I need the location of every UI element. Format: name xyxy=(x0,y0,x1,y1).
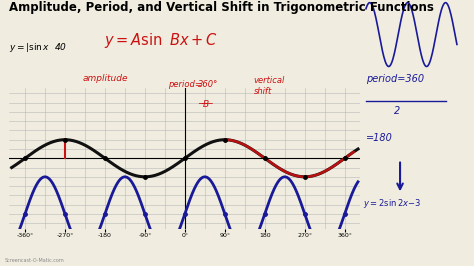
Text: vertical
shift: vertical shift xyxy=(254,76,285,96)
Text: $y = |\sin x$  40: $y = |\sin x$ 40 xyxy=(9,41,67,54)
Text: Amplitude, Period, and Vertical Shift in Trigonometric Functions: Amplitude, Period, and Vertical Shift in… xyxy=(9,1,434,14)
Text: ___: ___ xyxy=(198,94,213,105)
Text: Screencast-O-Matic.com: Screencast-O-Matic.com xyxy=(5,258,64,263)
Text: period=: period= xyxy=(168,80,202,89)
Text: $y = A\sin\ Bx + C$: $y = A\sin\ Bx + C$ xyxy=(104,31,218,49)
Text: $y=2\sin 2x\!-\!3$: $y=2\sin 2x\!-\!3$ xyxy=(363,197,421,210)
Text: period=360: period=360 xyxy=(366,74,424,85)
Text: amplitude: amplitude xyxy=(83,74,128,84)
Text: =180: =180 xyxy=(366,133,393,143)
Text: 360°: 360° xyxy=(198,80,219,89)
Text: 2: 2 xyxy=(394,106,401,117)
Text: B: B xyxy=(203,100,209,109)
